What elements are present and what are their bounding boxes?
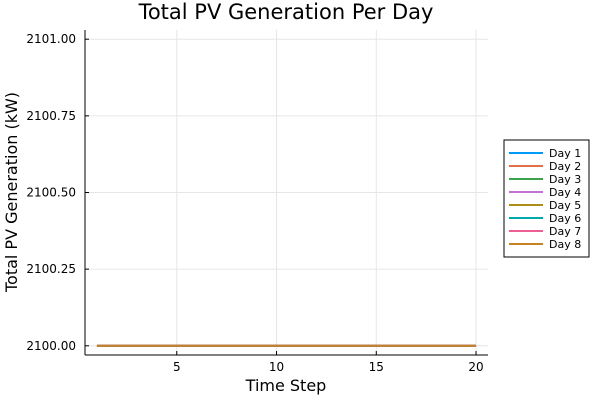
legend-box	[503, 139, 590, 258]
legend-label: Day 8	[549, 238, 581, 251]
y-tick-label: 2100.75	[26, 109, 76, 123]
x-tick-label: 5	[173, 360, 181, 374]
x-tick-label: 10	[269, 360, 284, 374]
y-tick-label: 2100.25	[26, 262, 76, 276]
y-tick-label: 2100.50	[26, 186, 76, 200]
chart-title: Total PV Generation Per Day	[138, 0, 434, 24]
y-axis-ticks: 2100.00 2100.25 2100.50 2100.75 2101.00	[26, 32, 89, 353]
legend-label: Day 1	[549, 147, 581, 160]
legend-label: Day 2	[549, 160, 581, 173]
grid	[85, 30, 488, 355]
y-tick-label: 2101.00	[26, 32, 76, 46]
legend-label: Day 7	[549, 225, 581, 238]
x-axis-ticks: 5 10 15 20	[173, 351, 484, 374]
y-tick-label: 2100.00	[26, 339, 76, 353]
legend-label: Day 6	[549, 212, 581, 225]
legend-label: Day 3	[549, 173, 581, 186]
legend-label: Day 4	[549, 186, 581, 199]
x-axis-label: Time Step	[245, 376, 327, 395]
x-tick-label: 20	[468, 360, 483, 374]
legend-label: Day 5	[549, 199, 581, 212]
y-axis-label: Total PV Generation (kW)	[2, 92, 21, 293]
x-tick-label: 15	[369, 360, 384, 374]
